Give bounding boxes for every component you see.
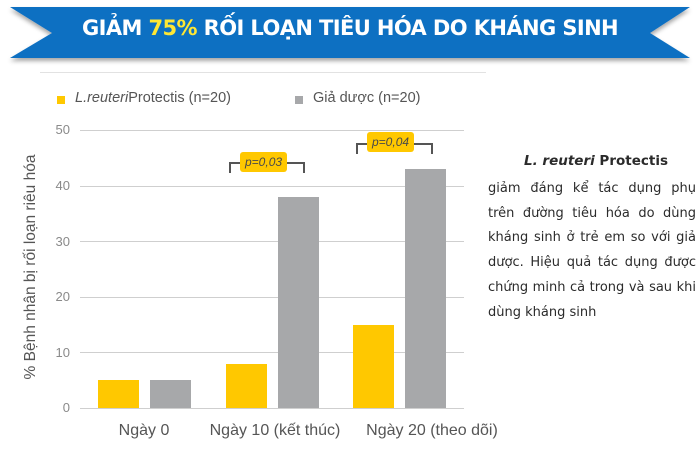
legend-item-protectis: L.reuteri Protectis (n=20)	[57, 89, 231, 107]
y-tick: 20	[55, 289, 70, 304]
divider	[40, 72, 486, 73]
y-tick: 30	[55, 234, 70, 249]
bar-placebo-day0	[150, 380, 191, 408]
y-tick: 50	[55, 122, 70, 137]
bar-placebo-day10	[278, 197, 319, 408]
side-title: L. reuteri Protectis	[523, 153, 668, 169]
x-label: Ngày 0	[118, 422, 170, 439]
x-label: Ngày 10 (kết thúc)	[209, 422, 341, 439]
gridline	[80, 241, 464, 242]
banner-highlight: 75%	[148, 16, 197, 40]
x-label: Ngày 20 (theo dõi)	[366, 422, 498, 439]
bar-protectis-day20	[353, 325, 394, 408]
y-tick: 0	[62, 400, 70, 415]
gridline	[80, 352, 464, 353]
banner-title: GIẢM 75% RỐI LOẠN TIÊU HÓA DO KHÁNG SINH	[81, 16, 619, 40]
legend-item-placebo: Giả dược (n=20)	[295, 89, 420, 107]
bar-placebo-day20	[405, 169, 446, 408]
side-body: giảm đáng kể tác dụng phụ trên đường tiê…	[488, 181, 696, 320]
y-tick: 10	[55, 345, 70, 360]
p-value-badge: p=0,04	[367, 132, 415, 152]
bar-protectis-day0	[98, 380, 139, 408]
gridline	[80, 130, 464, 131]
legend-swatch-gray	[295, 96, 303, 104]
legend-swatch-yellow	[57, 96, 65, 104]
gridline	[80, 186, 464, 187]
gridline	[80, 408, 464, 409]
y-tick: 40	[55, 178, 70, 193]
title-banner: GIẢM 75% RỐI LOẠN TIÊU HÓA DO KHÁNG SINH	[0, 0, 700, 66]
p-value-badge: p=0,03	[240, 152, 288, 172]
bar-protectis-day10	[226, 364, 267, 408]
y-axis-label: % Bệnh nhân bị rối loạn riêu hóa	[22, 154, 39, 380]
ribbon-shape	[10, 7, 690, 58]
gridline	[80, 297, 464, 298]
side-description: L. reuteri Protectis giảm đáng kể tác dụ…	[488, 153, 696, 325]
